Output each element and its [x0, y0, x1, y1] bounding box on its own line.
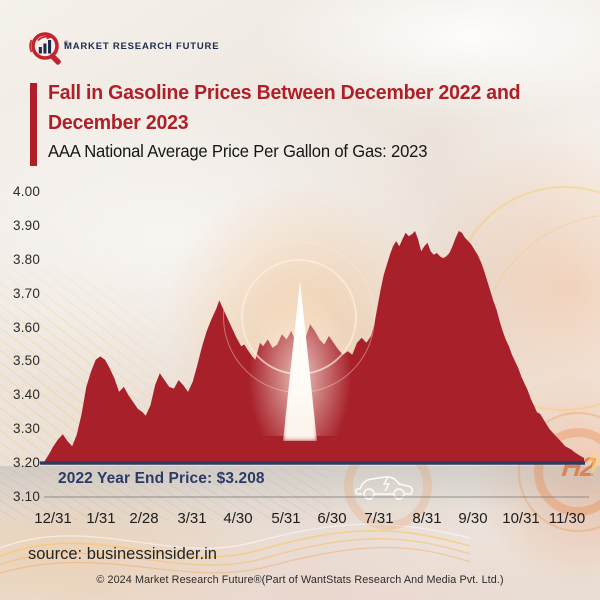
lower-haze	[0, 466, 600, 542]
title-accent-bar	[30, 83, 37, 166]
chart-subtitle: AAA National Average Price Per Gallon of…	[48, 141, 428, 161]
page-title: Fall in Gasoline Prices Between December…	[48, 81, 521, 134]
brand-logo: MARKET RESEARCH FUTURE ®	[28, 29, 278, 71]
registered-mark: ®	[64, 41, 70, 47]
mrf-logo-icon	[29, 32, 61, 65]
lightning-bolt-icon	[587, 448, 600, 478]
year-end-price-annotation: 2022 Year End Price: $3.208	[58, 470, 265, 487]
copyright-note: © 2024 Market Research Future®(Part of W…	[96, 574, 504, 586]
source-credit: source: businessinsider.in	[28, 545, 217, 563]
hydrogen-badge-ring	[534, 428, 600, 516]
electric-car-icon	[354, 476, 413, 500]
